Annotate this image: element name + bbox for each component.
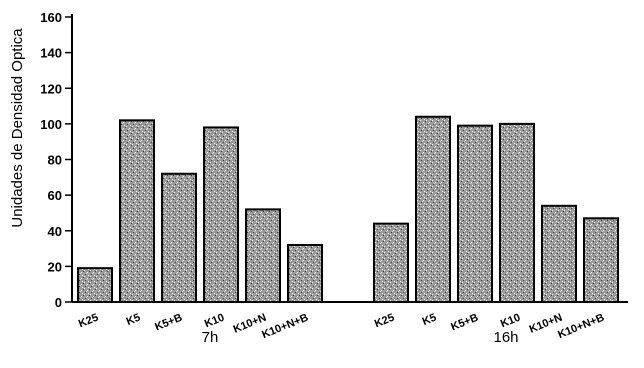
y-tick-label: 60 <box>48 188 62 203</box>
category-label: K10+N+B <box>260 312 310 341</box>
bar <box>499 122 535 303</box>
y-axis: 0 20 40 60 80 100 120 140 160 <box>40 10 72 310</box>
bar <box>119 119 155 303</box>
y-tick-label: 140 <box>40 46 62 61</box>
y-tick-label: 80 <box>48 153 62 168</box>
category-label: K5 <box>125 312 143 328</box>
bar <box>203 126 239 303</box>
category-label: K10+N+B <box>556 312 606 341</box>
category-label: K5+B <box>449 312 480 334</box>
bar <box>583 217 619 303</box>
bar <box>457 124 493 303</box>
category-label: K5+B <box>153 312 184 334</box>
bars <box>77 115 619 303</box>
category-label: K25 <box>373 312 396 331</box>
y-axis-title: Unidades de Densidad Optica <box>9 28 26 228</box>
y-tick-label: 40 <box>48 224 62 239</box>
y-tick-label: 120 <box>40 81 62 96</box>
category-label: K25 <box>77 312 100 331</box>
group-label: 16h <box>493 329 518 346</box>
bar <box>77 267 113 303</box>
group-label: 7h <box>202 329 219 346</box>
group-labels: 7h 16h <box>202 329 519 346</box>
category-label: K5 <box>421 312 439 328</box>
bar <box>373 222 409 303</box>
category-label: K10 <box>203 312 226 331</box>
category-label: K10 <box>499 312 522 331</box>
y-tick-label: 0 <box>55 295 62 310</box>
y-tick-label: 160 <box>40 10 62 25</box>
bar <box>245 208 281 303</box>
bar <box>287 244 323 303</box>
y-tick-label: 20 <box>48 259 62 274</box>
bar <box>415 115 451 303</box>
bar <box>161 172 197 303</box>
y-tick-label: 100 <box>40 117 62 132</box>
bar <box>541 204 577 303</box>
